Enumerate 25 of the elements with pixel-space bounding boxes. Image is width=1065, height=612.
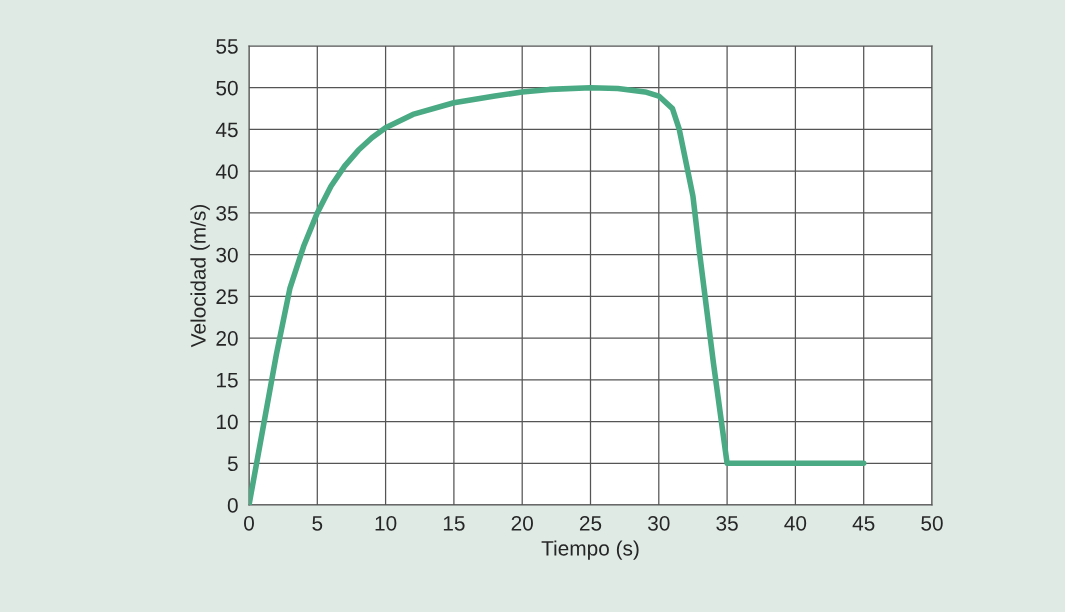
- x-tick-label: 20: [511, 515, 533, 531]
- y-tick-label: 45: [215, 122, 238, 138]
- y-tick-label: 30: [216, 247, 238, 263]
- y-tick-label: 40: [215, 164, 238, 179]
- x-tick-label: 30: [648, 515, 670, 531]
- y-tick-label: 25: [216, 289, 238, 305]
- x-tick-label: 45: [852, 516, 875, 531]
- x-tick-label: 25: [579, 515, 602, 531]
- x-tick-label: 5: [312, 516, 323, 531]
- y-tick-label: 55: [216, 39, 238, 54]
- y-tick-label: 20: [216, 331, 238, 346]
- y-tick-label: 15: [217, 373, 238, 388]
- x-tick-label: 0: [244, 515, 254, 531]
- x-tick-label: 35: [716, 515, 738, 531]
- x-axis-title: Tiempo (s): [541, 540, 639, 560]
- y-tick-label: 10: [217, 414, 238, 430]
- y-tick-label: 5: [227, 456, 238, 472]
- y-tick-label: 50: [216, 80, 238, 96]
- y-tick-label: 35: [216, 205, 238, 221]
- x-tick-label: 10: [375, 515, 397, 531]
- x-tick-label: 50: [921, 515, 943, 531]
- x-tick-label: 15: [443, 516, 465, 531]
- x-tick-label: 40: [784, 515, 807, 531]
- y-tick-label: 0: [227, 498, 238, 513]
- y-axis-title: Velocidad (m/s): [190, 205, 210, 348]
